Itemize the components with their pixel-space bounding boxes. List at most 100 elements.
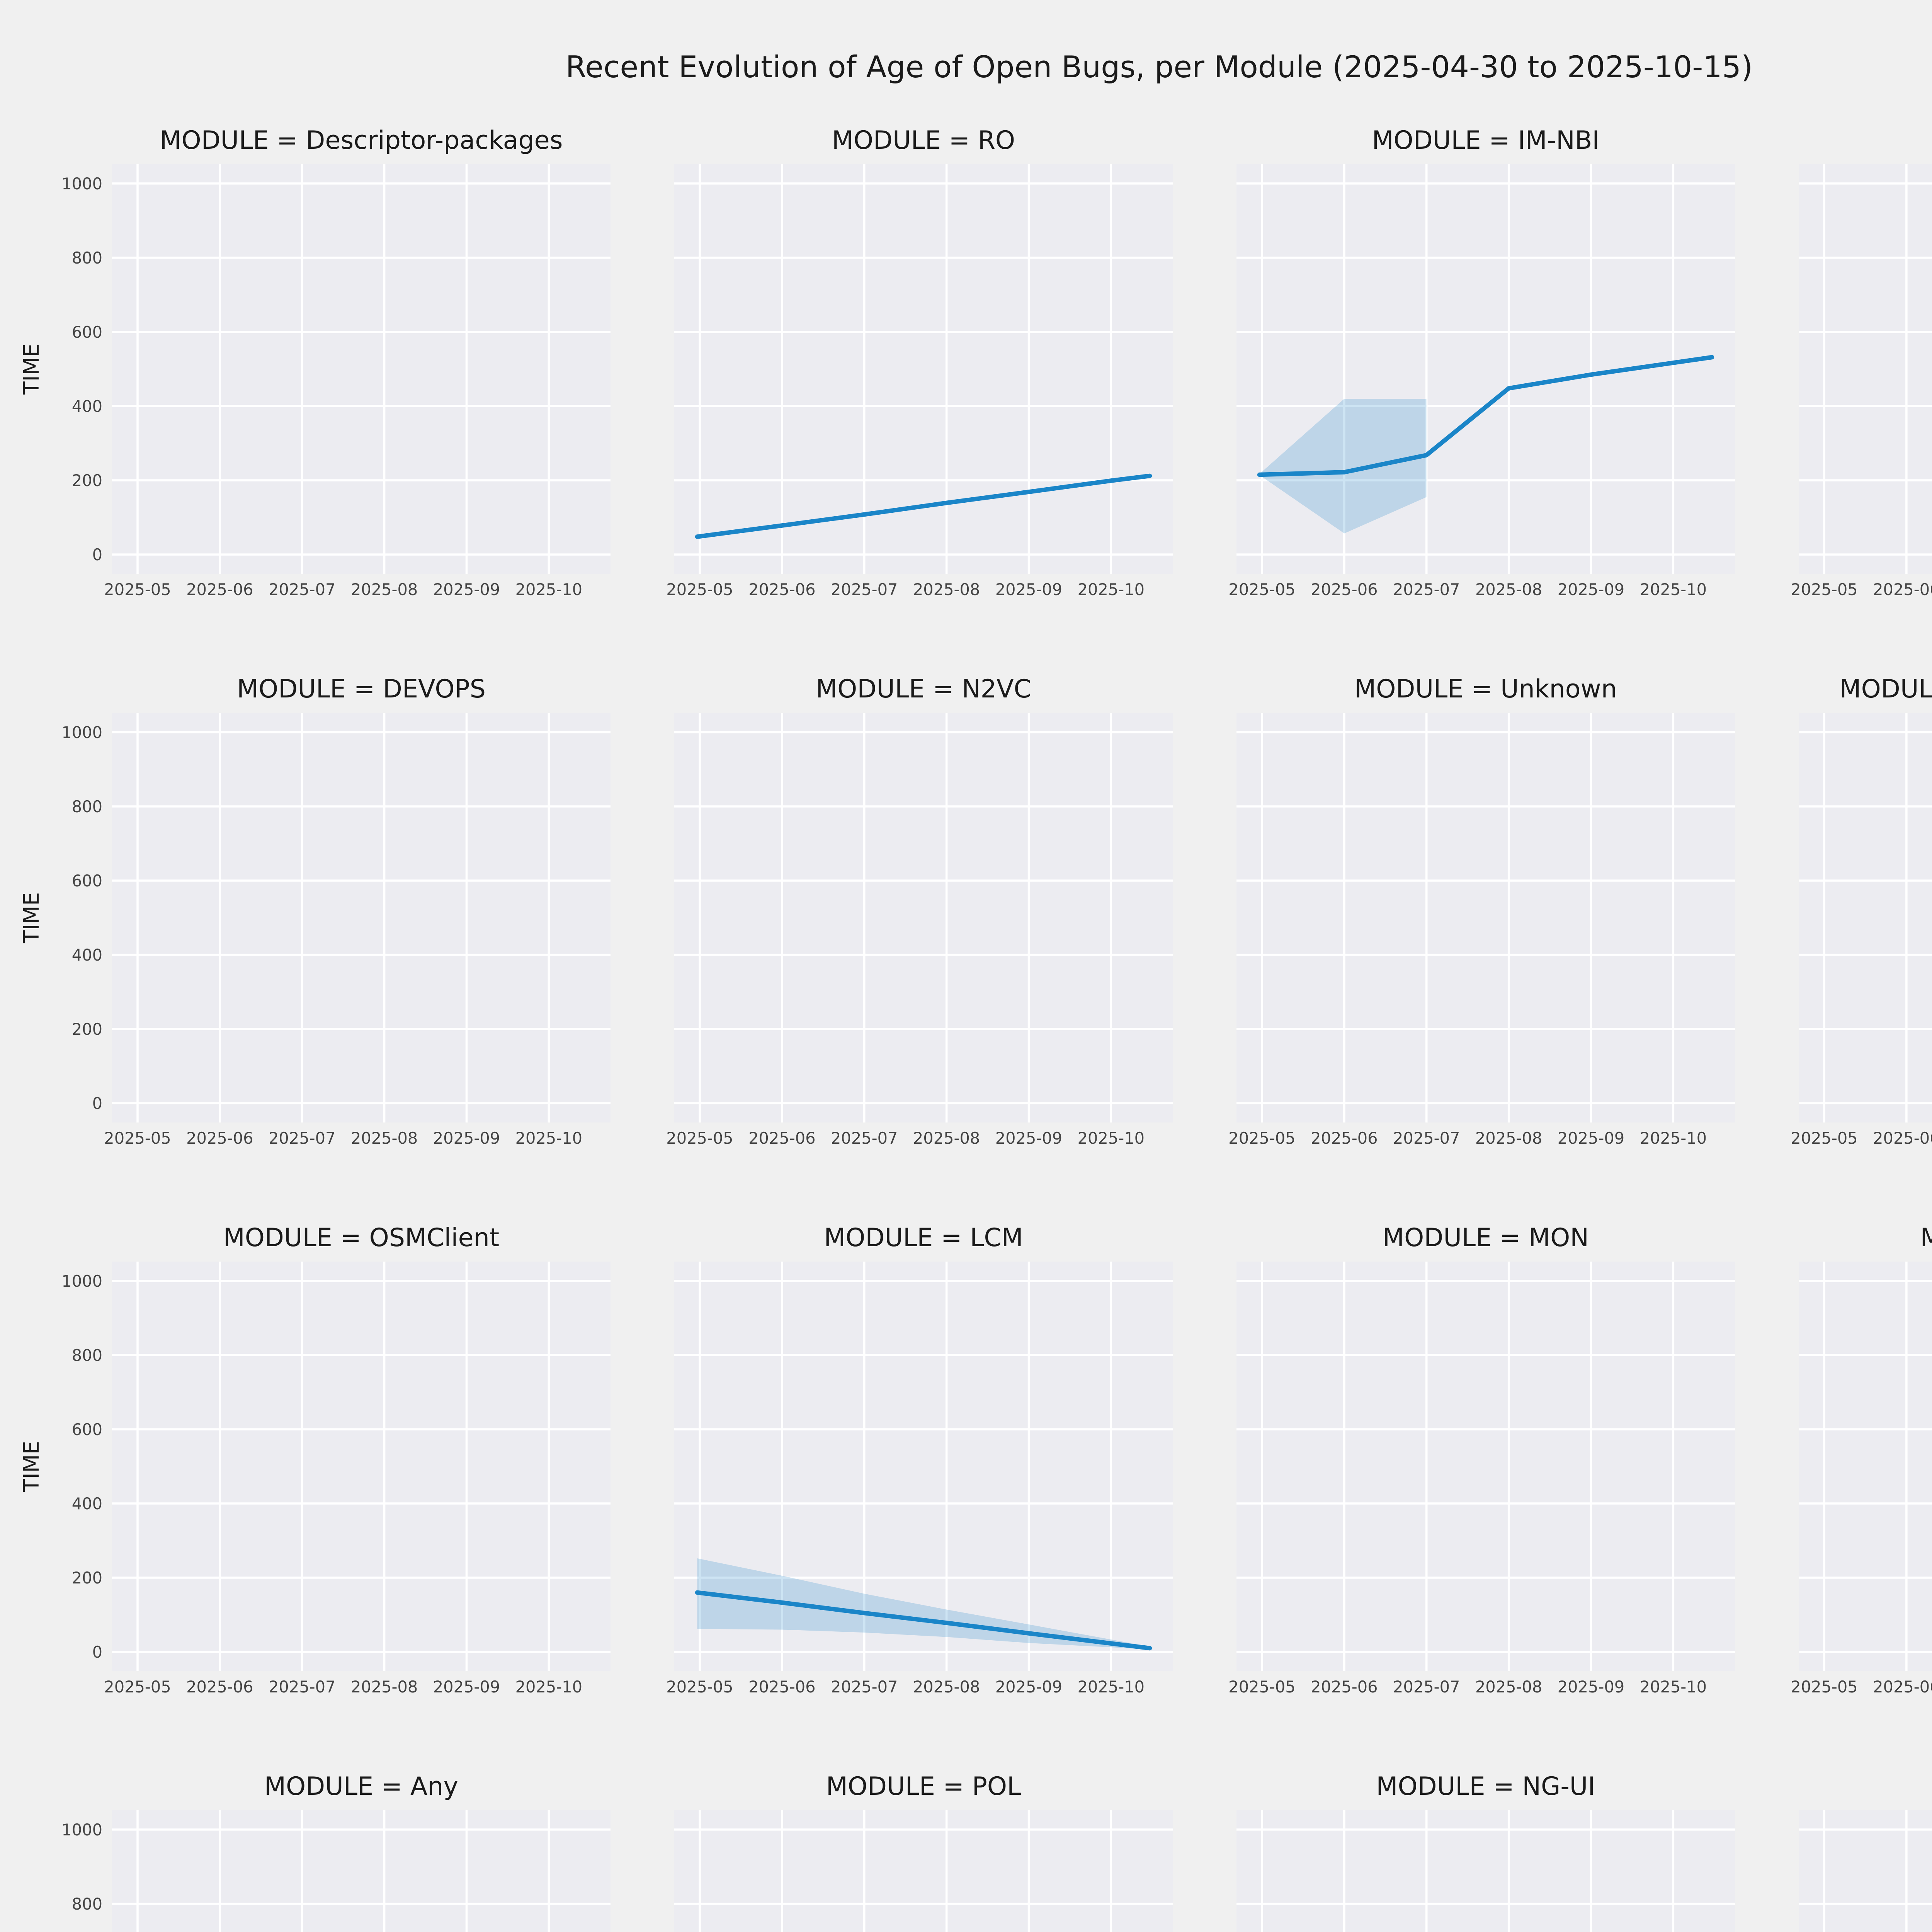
x-tick-label: 2025-10 (1640, 1129, 1707, 1148)
facet-grid: MODULE = Descriptor-packages 2025-05 2025-… (19, 128, 1932, 1932)
x-tick-label: 2025-06 (1873, 1677, 1932, 1696)
x-tick-label: 2025-05 (1791, 580, 1857, 599)
facet-any: MODULE = Any 2025-052025-062025-072025-08… (61, 1774, 611, 1932)
x-tick-label: 2025-08 (1475, 580, 1542, 599)
facet-plot: 2025-052025-062025-072025-082025-092025-… (1791, 164, 1932, 599)
facet-devops: MODULE = DEVOPS 2025-05 2025-06 2025-07 2025… (19, 676, 611, 1151)
y-tick-label: 400 (72, 1494, 102, 1513)
x-tick-label: 2025-09 (995, 580, 1062, 599)
y-tick-label: 1000 (61, 723, 102, 742)
x-tick-label: 2025-05 (666, 1129, 733, 1148)
axes-background (1236, 164, 1735, 574)
facet-title: MODULE = MON (1383, 1225, 1589, 1254)
x-tick-label: 2025-09 (1558, 1677, 1624, 1696)
y-tick-label: 400 (72, 946, 102, 964)
axes-background (1236, 1262, 1735, 1671)
x-tick-label: 2025-06 (1311, 1677, 1378, 1696)
facet-pol: MODULE = POL 2025-052025-062025-072025-08… (674, 1774, 1173, 1932)
y-tick-label: 200 (72, 471, 102, 490)
x-tick-label: 2025-08 (1475, 1677, 1542, 1696)
x-tick-label: 2025-06 (1873, 580, 1932, 599)
facet-title: MODULE = DEVOPS (236, 676, 486, 705)
x-tick-label: 2025-05 (666, 1677, 733, 1696)
x-tick-label: 2025-08 (351, 580, 418, 599)
y-axis-label: TIME (19, 1441, 44, 1492)
x-tick-label: 2025-05 (1791, 1677, 1857, 1696)
facet-title: MODULE = Descriptor-packages (160, 128, 563, 156)
x-tick-label: 2025-08 (351, 1677, 418, 1696)
x-tick-label: 2025-07 (1393, 1129, 1460, 1148)
x-tick-label: 2025-06 (1873, 1129, 1932, 1148)
chart-title: Recent Evolution of Age of Open Bugs, pe… (565, 50, 1753, 85)
y-tick-label: 1000 (61, 1272, 102, 1291)
y-tick-label: 600 (72, 323, 102, 342)
facet-plot: 2025-052025-062025-072025-082025-092025-… (674, 1810, 1173, 1932)
x-tick-label: 2025-09 (433, 1677, 500, 1696)
x-tick-label: 2025-06 (748, 580, 815, 599)
x-tick-label: 2025-08 (1475, 1129, 1542, 1148)
facet-title: MODULE = Documentation / Wiki (1839, 676, 1932, 705)
x-tick-label: 2025-09 (433, 1129, 500, 1148)
y-axis-label: TIME (19, 892, 44, 944)
y-tick-label: 200 (72, 1020, 102, 1039)
facet-title: MODULE = OSMClient (223, 1225, 500, 1254)
x-tick-label: 2025-06 (748, 1677, 815, 1696)
facet-ro: MODULE = RO 2025-05 2025-06 2025-07 2025-08 2… (666, 128, 1173, 603)
x-tick-label: 2025-06 (186, 580, 253, 599)
y-tick-label: 600 (72, 871, 102, 890)
facet-descriptor-packages: MODULE = Descriptor-packages 2025-05 2025-… (19, 128, 611, 603)
y-tick-label: 1000 (61, 174, 102, 193)
x-tick-label: 2025-05 (104, 580, 171, 599)
x-tick-label: 2025-07 (831, 1677, 898, 1696)
axes-background (1236, 713, 1735, 1122)
x-tick-label: 2025-10 (515, 1677, 582, 1696)
x-tick-label: 2025-09 (1558, 1129, 1624, 1148)
axes-background (112, 713, 611, 1122)
y-axis-label: TIME (19, 344, 44, 395)
x-tick-label: 2025-07 (831, 1129, 898, 1148)
facet-title: MODULE = Other (1799, 128, 1932, 156)
facet-common: MODULE = common2025-052025-062025-072025… (1791, 1225, 1932, 1700)
line-series (695, 1590, 1152, 1651)
facet-plot: 2025-052025-062025-072025-082025-092025-… (1799, 1810, 1932, 1932)
x-tick-label: 2025-07 (269, 1129, 335, 1148)
line-series (1257, 355, 1714, 477)
x-tick-label: 2025-09 (1558, 580, 1624, 599)
y-tick-label: 800 (72, 248, 102, 267)
x-tick-label: 2025-10 (1640, 1677, 1707, 1696)
x-tick-label: 2025-09 (995, 1129, 1062, 1148)
facet-title: MODULE = IM-NBI (1372, 128, 1600, 156)
x-tick-label: 2025-06 (186, 1677, 253, 1696)
y-tick-label: 800 (72, 1895, 102, 1913)
y-tick-label: 1000 (61, 1820, 102, 1839)
y-tick-label: 0 (92, 1094, 102, 1113)
facet-title: MODULE = NG-UI (1376, 1774, 1595, 1803)
facet-plot: 2025-052025-062025-072025-082025-092025-… (1791, 1262, 1932, 1696)
x-tick-label: 2025-06 (1311, 1129, 1378, 1148)
x-tick-label: 2025-07 (1393, 1677, 1460, 1696)
x-tick-label: 2025-10 (1640, 580, 1707, 599)
facet-plot: 2025-052025-062025-072025-082025-092025-… (1236, 1810, 1735, 1932)
facet-title: MODULE = RO (832, 128, 1015, 156)
y-tick-label: 200 (72, 1568, 102, 1587)
x-tick-label: 2025-05 (1228, 1129, 1295, 1148)
x-tick-label: 2025-05 (1228, 580, 1295, 599)
x-tick-label: 2025-09 (995, 1677, 1062, 1696)
facet-plot: 2025-052025-062025-072025-082025-092025-… (61, 1810, 611, 1932)
facet-osmclient: MODULE = OSMClient 2025-05 2025-06 2025-07 2… (19, 1225, 611, 1700)
facet-title: MODULE = Any (264, 1774, 459, 1803)
x-tick-label: 2025-08 (913, 1677, 980, 1696)
facet-n2vc: MODULE = N2VC 2025-05 2025-06 2025-07 2025-0… (666, 676, 1173, 1151)
y-tick-label: 0 (92, 545, 102, 564)
axes-background (674, 713, 1173, 1122)
x-tick-label: 2025-10 (1078, 1129, 1145, 1148)
x-tick-label: 2025-09 (433, 580, 500, 599)
axes-background (674, 1262, 1173, 1671)
